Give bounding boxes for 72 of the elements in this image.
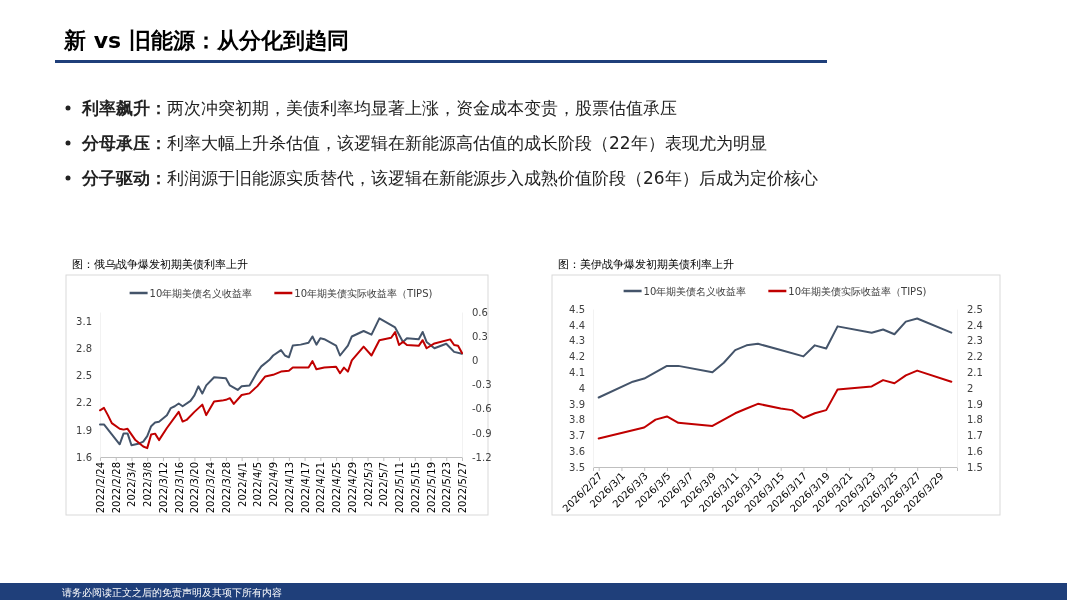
y2-tick-label: 1.7 xyxy=(967,430,983,442)
x-tick-label: 2022/3/20 xyxy=(189,462,201,514)
x-tick-label: 2022/5/7 xyxy=(378,462,390,507)
y-tick-label: 3.7 xyxy=(569,430,585,442)
x-tick-label: 2022/4/9 xyxy=(268,462,280,507)
y-tick-label: 4.3 xyxy=(569,335,585,347)
x-tick-label: 2022/3/28 xyxy=(220,462,232,514)
legend-label: 10年期美债实际收益率（TIPS) xyxy=(788,286,927,297)
text: 利率飙升：两次冲突初期，美债利率均显著上涨，资金成本变贵，股票估值承压 xyxy=(81,98,677,118)
y-tick-label: 3.5 xyxy=(569,461,585,473)
y2-tick-label: 0 xyxy=(472,355,479,367)
x-tick-label: 2022/5/15 xyxy=(409,462,421,514)
line-series xyxy=(597,317,953,399)
x-tick-label: 2022/4/5 xyxy=(252,462,264,507)
x-tick-label: 2022/5/27 xyxy=(457,462,468,514)
y-tick-label: 2.8 xyxy=(76,342,92,354)
x-tick-label: 2022/3/8 xyxy=(142,462,154,507)
y-tick-label: 2.5 xyxy=(76,370,92,382)
y-tick-label: 2.2 xyxy=(76,397,92,409)
x-tick-label: 2022/4/29 xyxy=(346,462,358,514)
x-tick-label: 2022/2/28 xyxy=(110,462,122,514)
text: 请务必阅读正文之后的免责声明及其项下所有内容 xyxy=(62,587,282,598)
y-tick-label: 4 xyxy=(578,382,585,394)
x-tick-label: 2022/4/25 xyxy=(331,462,343,514)
y2-tick-label: 1.9 xyxy=(967,398,983,410)
x-tick-label: 2022/4/21 xyxy=(315,462,327,514)
y-tick-label: 4.5 xyxy=(569,303,585,315)
y-tick-label: 1.6 xyxy=(76,451,92,463)
x-tick-label: 2022/4/1 xyxy=(236,462,248,507)
legend-label: 10年期美债实际收益率（TIPS) xyxy=(294,288,433,299)
y-tick-label: 3.8 xyxy=(569,414,585,426)
y2-tick-label: -1.2 xyxy=(472,451,492,463)
y-tick-label: 3.9 xyxy=(569,398,585,410)
x-tick-label: 2022/3/12 xyxy=(157,462,169,514)
y2-tick-label: 2.2 xyxy=(967,351,983,363)
y-tick-label: 4.2 xyxy=(569,351,585,363)
x-tick-label: 2022/5/19 xyxy=(425,462,437,514)
x-tick-label: 2022/4/13 xyxy=(283,462,295,514)
y-tick-label: 3.6 xyxy=(569,445,585,457)
y2-tick-label: 1.6 xyxy=(967,445,983,457)
y2-tick-label: -0.6 xyxy=(472,403,492,415)
chart-title: 图：俄乌战争爆发初期美债利率上升 xyxy=(72,258,248,271)
text: 分子驱动：利润源于旧能源实质替代，该逻辑在新能源步入成熟价值阶段（26年）后成为定价核心 xyxy=(81,168,818,188)
y2-tick-label: 2.4 xyxy=(967,319,983,331)
y2-tick-label: 2 xyxy=(967,382,974,394)
chart-title: 图：美伊战争爆发初期美债利率上升 xyxy=(558,258,734,271)
line-series xyxy=(597,369,953,440)
y2-tick-label: 1.8 xyxy=(967,414,983,426)
x-tick-label: 2022/4/17 xyxy=(299,462,311,514)
x-tick-label: 2022/3/16 xyxy=(173,462,185,514)
legend-label: 10年期美债名义收益率 xyxy=(149,288,253,299)
y-tick-label: 4.1 xyxy=(569,366,585,378)
x-tick-label: 2022/3/4 xyxy=(126,462,138,507)
y-tick-label: 3.1 xyxy=(76,315,92,327)
y2-tick-label: 2.5 xyxy=(967,303,983,315)
y2-tick-label: 2.3 xyxy=(967,335,983,347)
x-tick-label: 2022/5/3 xyxy=(362,462,374,507)
y2-tick-label: 2.1 xyxy=(967,366,983,378)
y2-tick-label: -0.3 xyxy=(472,379,492,391)
text: 新 vs 旧能源：从分化到趋同 xyxy=(63,28,349,53)
legend-label: 10年期美债名义收益率 xyxy=(643,286,747,297)
x-tick-label: 2022/2/24 xyxy=(95,462,106,514)
y2-tick-label: 1.5 xyxy=(967,461,983,473)
y2-tick-label: 0.6 xyxy=(472,306,488,318)
y-tick-label: 1.9 xyxy=(76,424,92,436)
y-tick-label: 4.4 xyxy=(569,319,585,331)
y2-tick-label: -0.9 xyxy=(472,427,492,439)
x-tick-label: 2022/5/23 xyxy=(441,462,453,514)
x-tick-label: 2022/3/24 xyxy=(205,462,217,514)
text: 分母承压：利率大幅上升杀估值，该逻辑在新能源高估值的成长阶段（22年）表现尤为明显 xyxy=(81,133,767,153)
x-tick-label: 2022/5/11 xyxy=(394,462,406,514)
y2-tick-label: 0.3 xyxy=(472,330,488,342)
